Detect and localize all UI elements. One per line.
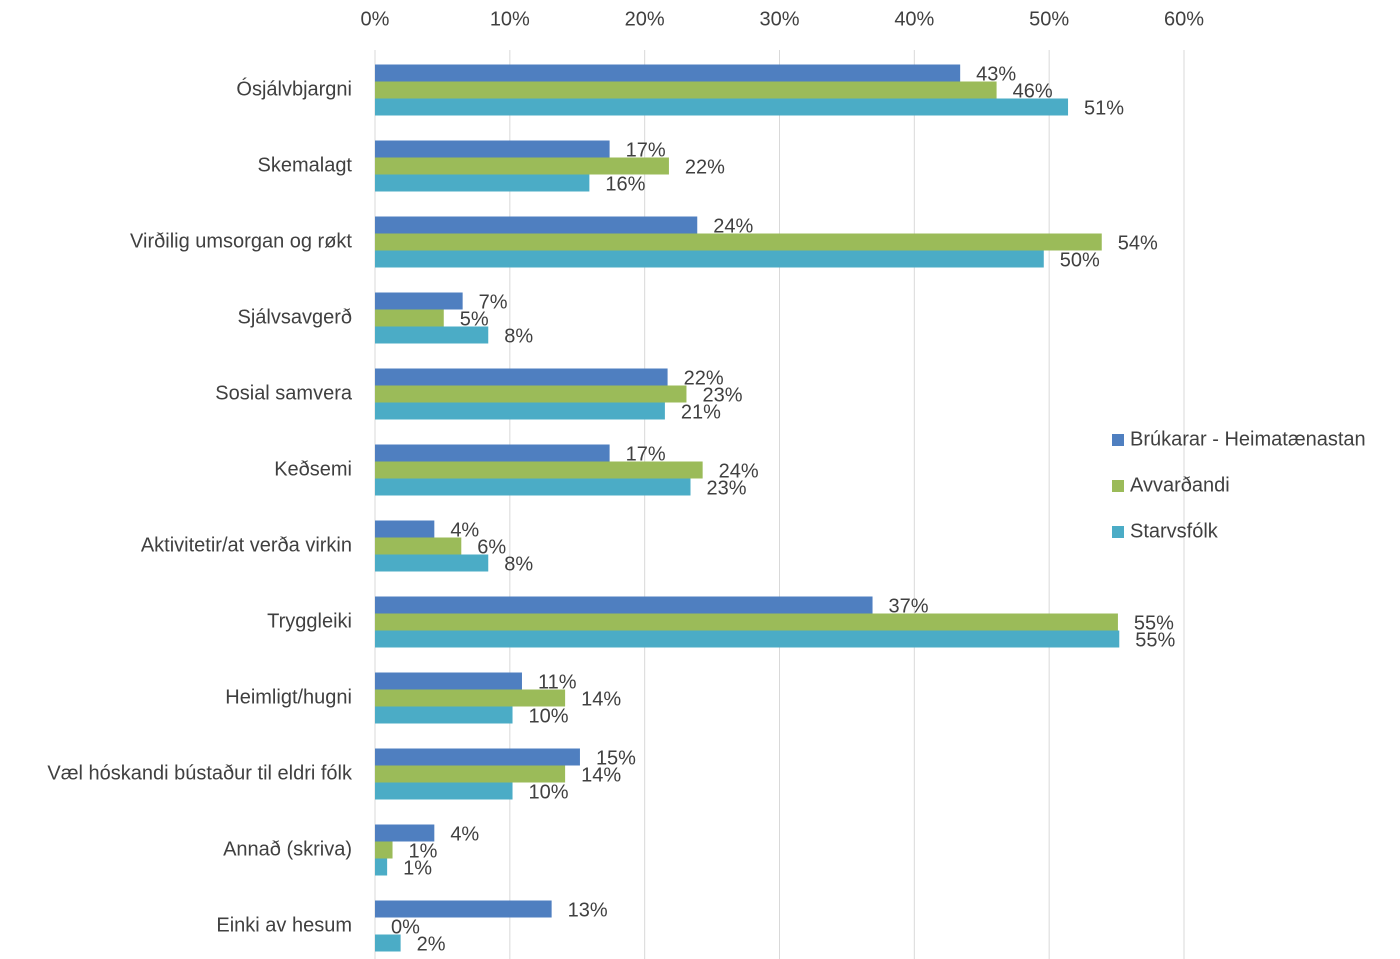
x-tick-label: 60% [1164, 8, 1204, 30]
bar [375, 461, 703, 479]
data-label: 55% [1135, 629, 1175, 651]
bar [375, 613, 1118, 631]
bar [375, 233, 1102, 251]
legend-label: Starvsfólk [1130, 520, 1219, 542]
data-label: 4% [450, 519, 479, 541]
bar [375, 309, 444, 327]
data-label: 6% [477, 536, 506, 558]
x-tick-label: 0% [361, 8, 390, 30]
y-tick-label: Sosial samvera [215, 382, 353, 404]
bar [375, 672, 522, 690]
bar [375, 934, 401, 952]
x-tick-label: 50% [1029, 8, 1069, 30]
data-label: 43% [976, 63, 1016, 85]
data-label: 51% [1084, 97, 1124, 119]
bar [375, 444, 610, 462]
data-label: 17% [626, 139, 666, 161]
bar [375, 858, 388, 876]
y-tick-label: Ósjálvbjargni [236, 77, 352, 100]
bar [375, 140, 610, 158]
data-label: 14% [581, 688, 621, 710]
data-label: 5% [460, 308, 489, 330]
data-label: 2% [417, 933, 446, 955]
y-tick-label: Sjálvsavgerð [237, 306, 352, 328]
data-label: 8% [504, 553, 533, 575]
data-label: 4% [450, 823, 479, 845]
data-label: 7% [479, 291, 508, 313]
data-label: 22% [684, 367, 724, 389]
bar [375, 841, 393, 859]
bar [375, 157, 669, 175]
legend-label: Brúkarar - Heimatænastan [1130, 428, 1366, 450]
data-label: 55% [1134, 612, 1174, 634]
y-tick-label: Keðsemi [274, 458, 352, 480]
data-label: 1% [403, 857, 432, 879]
bar [375, 689, 566, 707]
bar [375, 64, 961, 82]
data-label: 46% [1013, 80, 1053, 102]
legend-swatch [1112, 526, 1124, 538]
x-tick-label: 10% [490, 8, 530, 30]
data-label: 16% [605, 173, 645, 195]
x-tick-label: 30% [759, 8, 799, 30]
bar [375, 706, 513, 724]
data-label: 11% [538, 671, 577, 693]
y-tick-label: Virðilig umsorgan og røkt [130, 230, 352, 252]
y-tick-label: Væl hóskandi bústaður til eldri fólk [47, 762, 353, 784]
data-label: 24% [713, 215, 753, 237]
bar [375, 782, 513, 800]
bar [375, 402, 665, 420]
bar [375, 174, 590, 192]
bar [375, 520, 435, 538]
data-label: 8% [504, 325, 533, 347]
bar [375, 537, 462, 555]
data-label: 10% [529, 781, 569, 803]
bar [375, 748, 580, 766]
bar [375, 368, 668, 386]
y-tick-label: Aktivitetir/at verða virkin [141, 534, 352, 556]
data-label: 1% [409, 840, 438, 862]
data-label: 22% [685, 156, 725, 178]
data-label: 54% [1118, 232, 1158, 254]
bar [375, 250, 1044, 268]
bar [375, 216, 698, 234]
data-label: 10% [529, 705, 569, 727]
bar [375, 292, 463, 310]
data-label: 17% [626, 443, 666, 465]
bar [375, 554, 489, 572]
bar [375, 765, 566, 783]
data-label: 23% [702, 384, 742, 406]
bar [375, 385, 687, 403]
data-label: 23% [707, 477, 747, 499]
x-tick-label: 40% [894, 8, 934, 30]
data-label: 21% [681, 401, 721, 423]
legend-label: Avvarðandi [1130, 474, 1230, 496]
bar [375, 326, 489, 344]
data-label: 14% [581, 764, 621, 786]
bar [375, 630, 1120, 648]
legend-swatch [1112, 480, 1124, 492]
data-label: 13% [568, 899, 608, 921]
bar [375, 824, 435, 842]
y-tick-label: Tryggleiki [267, 610, 352, 632]
y-tick-label: Skemalagt [258, 154, 353, 176]
y-tick-label: Annað (skriva) [223, 838, 352, 860]
bar [375, 81, 997, 99]
x-tick-label: 20% [625, 8, 665, 30]
y-tick-label: Heimligt/hugni [225, 686, 352, 708]
y-tick-label: Einki av hesum [216, 914, 352, 936]
bar [375, 900, 552, 918]
data-label: 0% [391, 916, 420, 938]
legend-swatch [1112, 434, 1124, 446]
bar [375, 478, 691, 496]
data-label: 37% [889, 595, 929, 617]
data-label: 15% [596, 747, 636, 769]
data-label: 50% [1060, 249, 1100, 271]
data-label: 24% [719, 460, 759, 482]
bar [375, 596, 873, 614]
bar [375, 98, 1069, 116]
